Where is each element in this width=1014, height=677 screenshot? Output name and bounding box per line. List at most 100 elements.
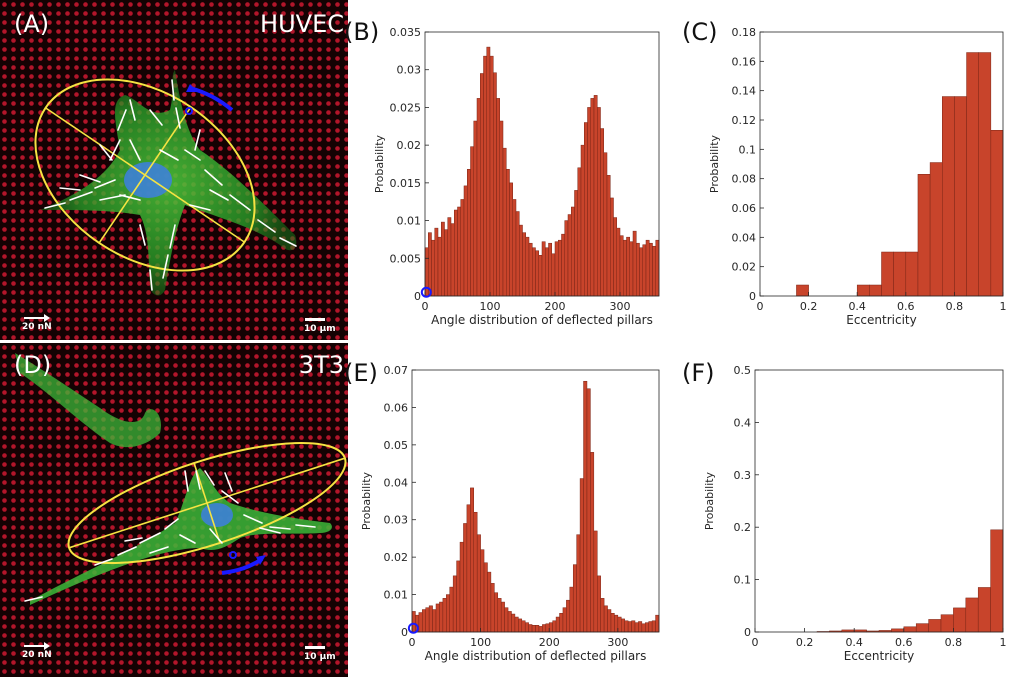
huvec-nucleus (124, 162, 172, 198)
chart-c-eccentricity-huvec: 0 0.2 0.4 0.6 0.8 1 0 0.02 0.04 0.06 0.08 0.1 0.12 0.… (708, 26, 1007, 327)
chart-b-bar (480, 73, 484, 297)
chart-e-bar (415, 614, 420, 633)
chart-b-ytick-label: 0.01 (397, 215, 422, 228)
3t3-nucleus (201, 503, 233, 527)
chart-c-ytick-label: 0.1 (739, 143, 757, 156)
chart-b-bar (483, 55, 487, 297)
chart-e-origin-marker (407, 622, 419, 634)
chart-b-xtick-label: 100 (480, 300, 501, 313)
chart-e-bar (507, 611, 512, 633)
panel-letter-e: (E) (344, 359, 378, 387)
chart-b-ylabel: Probability (373, 134, 386, 193)
chart-e-bar (593, 530, 598, 633)
panel-letter-d: (D) (14, 351, 52, 379)
chart-e-bar (480, 549, 485, 633)
micrograph-huvec-svg (0, 0, 348, 340)
chart-b-xtick-label: 0 (422, 300, 429, 313)
chart-b-bar (535, 250, 539, 297)
chart-c-ytick-label: 0.08 (732, 173, 757, 186)
chart-b-bar (639, 247, 643, 297)
micrograph-3t3-svg (0, 343, 348, 677)
chart-e-bar (487, 571, 492, 633)
chart-f-xtick-label: 0.2 (796, 636, 814, 649)
chart-b-bar (561, 233, 565, 297)
chart-b-bar (606, 175, 611, 297)
chart-b-bar (626, 236, 630, 297)
chart-b-angle-huvec: 0 100 200 300 0 0.005 0.01 0.015 0.02 0.025 0.03 0.… (373, 26, 660, 327)
chart-e-bar (531, 625, 536, 633)
micrograph-huvec: (A) HUVEC 20 nN 10 μm (0, 0, 348, 340)
chart-b-bar (580, 144, 585, 297)
chart-e-ytick-label: 0 (401, 626, 408, 639)
chart-e-bar (514, 616, 519, 633)
chart-e-bar (569, 586, 574, 633)
chart-e-bar (562, 607, 567, 633)
chart-e-bar (497, 598, 502, 633)
chart-b-axes-box (424, 31, 660, 297)
length-scale-label-a: 10 μm (304, 324, 336, 334)
chart-e-bar (521, 620, 526, 633)
chart-e-bar (439, 601, 444, 633)
chart-b-bar (476, 98, 481, 297)
chart-b-xtick-label: 300 (610, 300, 631, 313)
chart-b-bar (532, 247, 536, 297)
chart-e-bar (411, 611, 416, 633)
chart-b-bar (597, 107, 601, 297)
huvec-force-vectors (44, 79, 297, 291)
chart-c-xtick-label: 0 (757, 300, 764, 313)
chart-b-bar (623, 239, 627, 297)
chart-c-ytick-label: 0.04 (732, 231, 757, 244)
chart-e-bar (428, 605, 433, 633)
chart-b-bar (603, 152, 608, 297)
chart-b-ytick-label: 0.015 (390, 177, 422, 190)
chart-e-bar (425, 607, 430, 633)
chart-b-xlabel: Angle distribution of deflected pillars (431, 313, 653, 327)
chart-f-xtick-label: 0 (752, 636, 759, 649)
chart-e-ylabel: Probability (360, 471, 373, 530)
chart-e-bar (607, 609, 612, 633)
chart-f-ytick-label: 0 (744, 626, 751, 639)
chart-c-ytick-label: 0.18 (732, 26, 757, 39)
chart-b-bar (499, 120, 504, 297)
chart-b-ytick-label: 0 (414, 290, 421, 303)
chart-e-bar (473, 511, 478, 633)
3t3-fitted-ellipse (67, 441, 347, 565)
chart-f-ytick-label: 0.5 (734, 364, 752, 377)
chart-c-bar (881, 251, 894, 297)
chart-c-ytick-label: 0.02 (732, 261, 757, 274)
chart-e-bar (603, 605, 608, 633)
chart-b-bar (502, 147, 507, 297)
chart-b-bar (515, 211, 520, 297)
3t3-cell-body (30, 468, 332, 605)
chart-e-bar (634, 622, 639, 633)
chart-c-xtick-label: 0.4 (848, 300, 866, 313)
chart-b-bar (577, 167, 582, 297)
chart-b-bar (493, 72, 497, 297)
chart-e-ytick-label: 0.02 (384, 551, 409, 564)
chart-b-bar (538, 255, 543, 297)
chart-e-bar (555, 616, 560, 633)
chart-c-bar (893, 251, 907, 297)
chart-b-bar (600, 128, 604, 297)
chart-e-bar (597, 575, 601, 633)
chart-b-bar (636, 242, 640, 297)
chart-b-bar (564, 220, 569, 297)
chart-e-bar (456, 560, 461, 633)
chart-b-bar (649, 242, 653, 297)
chart-b-bar (454, 209, 458, 297)
chart-e-ytick-label: 0.06 (384, 401, 409, 414)
chart-c-ytick-label: 0.14 (732, 85, 757, 98)
chart-c-bar (942, 96, 955, 297)
chart-e-bar (624, 620, 629, 633)
chart-f-eccentricity-3t3: 0 0.2 0.4 0.6 0.8 1 0 0.1 0.2 0.3 0.4 0.5 Eccentrici… (703, 364, 1007, 663)
3t3-reference-marker (229, 551, 237, 559)
chart-b-ytick-label: 0.025 (390, 101, 422, 114)
chart-f-bar (841, 629, 855, 633)
chart-e-bar (638, 621, 643, 633)
chart-b-bar (593, 95, 598, 297)
chart-b-ytick-label: 0.03 (397, 64, 422, 77)
chart-b-bar (571, 206, 575, 297)
chart-f-bar (829, 630, 843, 633)
chart-f-ytick-label: 0.1 (734, 574, 752, 587)
chart-b-bar (629, 241, 634, 297)
